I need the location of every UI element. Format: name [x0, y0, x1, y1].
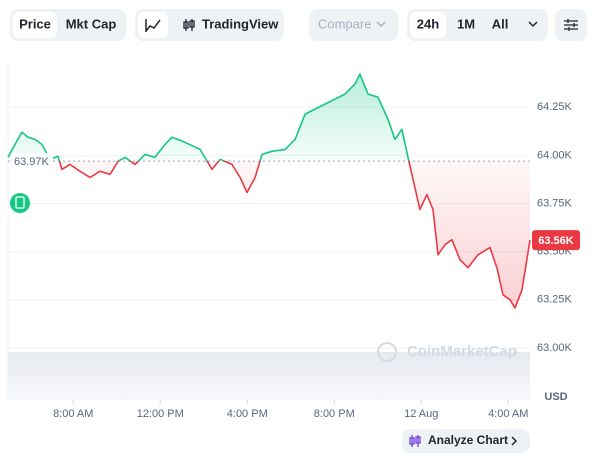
range[interactable]: 1M: [457, 16, 475, 31]
chevron: [511, 436, 518, 446]
line-icon: [145, 19, 161, 32]
x-tick-label: 8:00 PM: [314, 408, 355, 420]
tab[interactable]: Mkt Cap: [66, 16, 117, 31]
view-group: [135, 9, 284, 41]
compare-button[interactable]: [309, 9, 398, 41]
y-tick-label: 63.75K: [537, 197, 573, 209]
price-line: [7, 73, 531, 309]
watermark-logo: [377, 342, 397, 362]
note-glyph: [15, 196, 25, 209]
analyze-label[interactable]: Analyze Chart: [428, 433, 508, 447]
watermark: CoinMarketCap: [407, 343, 517, 360]
candle-icon: [183, 19, 195, 31]
area: [8, 74, 530, 308]
tradingview[interactable]: TradingView: [202, 16, 279, 31]
settings-icon: [564, 19, 578, 31]
range[interactable]: All: [492, 16, 509, 31]
x-tick-label: 4:00 PM: [227, 408, 268, 420]
y-tick-label: 64.00K: [537, 149, 573, 161]
y-tick-label: 63.25K: [537, 294, 573, 306]
chevron[interactable]: [528, 21, 538, 28]
baseline-label: 63.97K: [14, 156, 50, 168]
note-icon[interactable]: [10, 193, 30, 213]
y-tick-label: 63.00K: [537, 342, 573, 354]
x-tick-label: 12 Aug: [404, 408, 438, 420]
baseline-label-bg: [11, 153, 53, 170]
volume: [8, 352, 530, 400]
currency: USD: [544, 391, 567, 403]
current-label-bg: [532, 230, 580, 251]
chevron: [376, 21, 386, 28]
x-tick-label: 4:00 AM: [488, 408, 528, 420]
tab[interactable]: Price: [19, 16, 51, 31]
range-active[interactable]: [410, 12, 446, 38]
range[interactable]: 24h: [417, 16, 439, 31]
current-label: 63.56K: [538, 235, 574, 247]
line-view[interactable]: [138, 12, 168, 38]
analyze-icon: [409, 435, 421, 447]
tab-active[interactable]: [13, 12, 57, 38]
x-tick-label: 8:00 AM: [53, 408, 93, 420]
y-tick-label: 64.25K: [537, 101, 573, 113]
x-tick-label: 12:00 PM: [137, 408, 184, 420]
analyze-button[interactable]: [402, 429, 530, 453]
compare[interactable]: Compare: [318, 16, 371, 31]
